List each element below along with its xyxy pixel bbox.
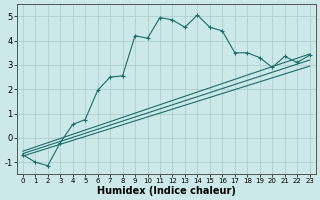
X-axis label: Humidex (Indice chaleur): Humidex (Indice chaleur) [97,186,236,196]
